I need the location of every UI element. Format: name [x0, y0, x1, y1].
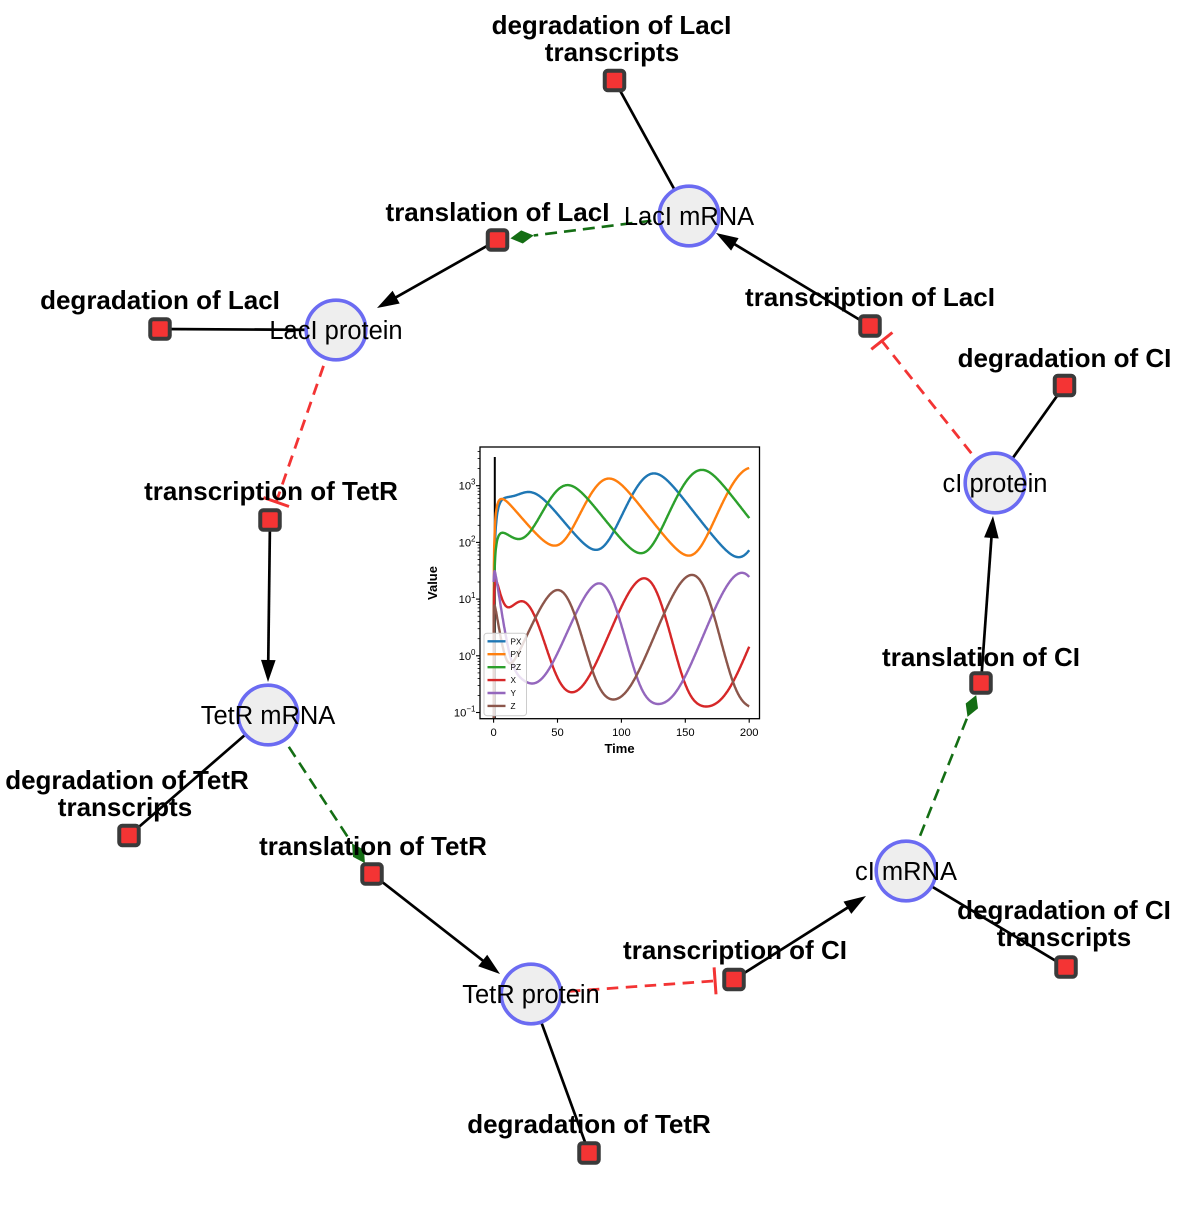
svg-text:transcription of TetR: transcription of TetR: [144, 476, 398, 506]
svg-text:transcription of CI: transcription of CI: [623, 935, 847, 965]
svg-text:degradation of CI: degradation of CI: [957, 895, 1171, 925]
svg-text:Value: Value: [425, 566, 440, 600]
svg-text:50: 50: [551, 727, 563, 739]
svg-text:degradation of LacI: degradation of LacI: [40, 285, 280, 315]
svg-text:PY: PY: [511, 650, 522, 659]
svg-text:Z: Z: [511, 702, 516, 711]
svg-text:200: 200: [740, 727, 759, 739]
svg-text:LacI mRNA: LacI mRNA: [624, 203, 754, 231]
svg-text:degradation of LacI: degradation of LacI: [492, 10, 732, 40]
svg-text:TetR mRNA: TetR mRNA: [201, 702, 336, 730]
svg-text:degradation of CI: degradation of CI: [958, 343, 1172, 373]
svg-text:transcripts: transcripts: [545, 37, 679, 67]
svg-text:degradation of TetR: degradation of TetR: [5, 765, 249, 795]
svg-text:TetR protein: TetR protein: [462, 981, 600, 1009]
svg-text:cI protein: cI protein: [943, 470, 1048, 498]
svg-text:translation of TetR: translation of TetR: [259, 831, 487, 861]
svg-text:PX: PX: [511, 637, 522, 646]
svg-text:transcripts: transcripts: [997, 922, 1131, 952]
svg-text:LacI protein: LacI protein: [269, 317, 402, 345]
svg-text:PZ: PZ: [511, 663, 521, 672]
svg-text:X: X: [511, 676, 517, 685]
svg-text:transcription of LacI: transcription of LacI: [745, 282, 995, 312]
svg-text:degradation of TetR: degradation of TetR: [467, 1109, 711, 1139]
svg-text:translation of LacI: translation of LacI: [386, 197, 610, 227]
svg-text:Time: Time: [604, 741, 634, 756]
svg-text:transcripts: transcripts: [58, 792, 192, 822]
svg-text:Y: Y: [511, 689, 517, 698]
svg-text:cI mRNA: cI mRNA: [855, 858, 957, 886]
svg-text:100: 100: [612, 727, 631, 739]
svg-text:0: 0: [490, 727, 496, 739]
svg-text:150: 150: [676, 727, 695, 739]
svg-text:translation of CI: translation of CI: [882, 642, 1080, 672]
